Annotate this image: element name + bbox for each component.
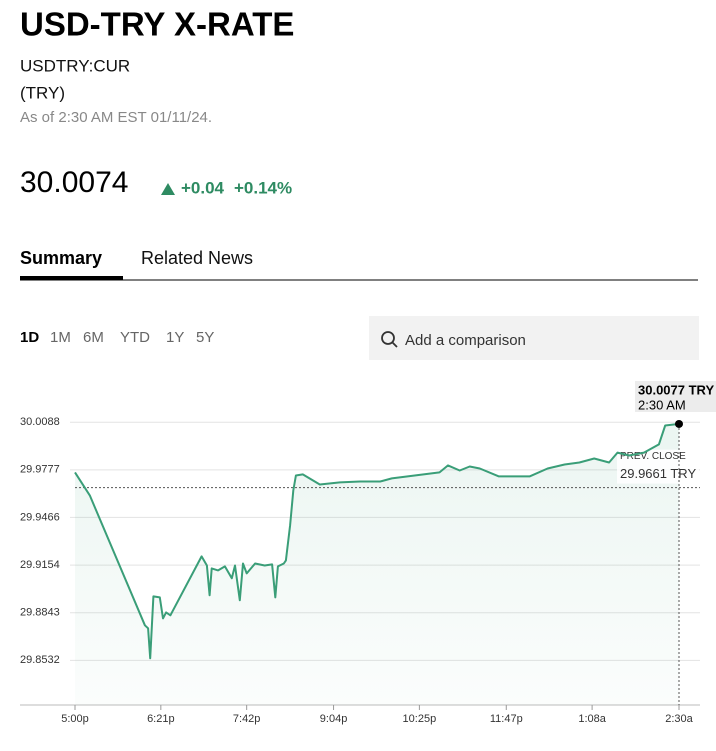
tab[interactable]: Related News (141, 248, 253, 268)
range-button[interactable]: 1Y (166, 329, 184, 346)
x-tick-label: 2:30a (665, 713, 693, 725)
range-button[interactable]: YTD (120, 329, 150, 346)
area-fill (75, 423, 679, 705)
x-tick-label: 7:42p (233, 713, 261, 725)
tab[interactable]: Summary (20, 248, 102, 268)
last-point (675, 419, 683, 428)
tab-underline (20, 276, 123, 280)
price: 30.0074 (20, 166, 128, 199)
up-arrow (161, 183, 175, 195)
search-icon (381, 331, 395, 345)
y-tick-label: 29.8843 (20, 607, 60, 619)
tooltip-box (635, 381, 716, 412)
x-tick-label: 10:25p (403, 713, 437, 725)
search-placeholder[interactable]: Add a comparison (405, 332, 526, 349)
range-button[interactable]: 6M (83, 329, 104, 346)
range-button[interactable]: 5Y (196, 329, 214, 346)
x-tick-label: 1:08a (578, 713, 606, 725)
tooltip-value: 30.0077 TRY (638, 382, 714, 397)
range-button[interactable]: 1M (50, 329, 71, 346)
title: USD-TRY X-RATE (20, 6, 294, 43)
tooltip-time: 2:30 AM (638, 397, 686, 412)
price-line (74, 422, 680, 660)
ticker: USDTRY:CUR (20, 56, 130, 75)
y-tick-label: 29.9777 (20, 464, 60, 476)
y-tick-label: 29.9466 (20, 511, 60, 523)
x-tick-label: 11:47p (490, 713, 523, 725)
y-tick-label: 30.0088 (20, 416, 60, 428)
x-tick-label: 9:04p (320, 713, 348, 725)
prev-close-label: PREV. CLOSE (620, 451, 686, 462)
currency: (TRY) (20, 83, 65, 102)
y-tick-label: 29.9154 (20, 559, 60, 571)
search-box[interactable] (369, 316, 699, 360)
change: +0.04 (181, 178, 225, 197)
change-pct: +0.14% (234, 178, 292, 197)
y-tick-label: 29.8532 (20, 654, 60, 666)
search-icon (391, 341, 398, 348)
as-of: As of 2:30 AM EST 01/11/24. (20, 109, 212, 126)
prev-close-value: 29.9661 TRY (620, 466, 696, 481)
range-button[interactable]: 1D (20, 329, 39, 346)
x-tick-label: 5:00p (61, 713, 89, 725)
x-tick-label: 6:21p (147, 713, 175, 725)
